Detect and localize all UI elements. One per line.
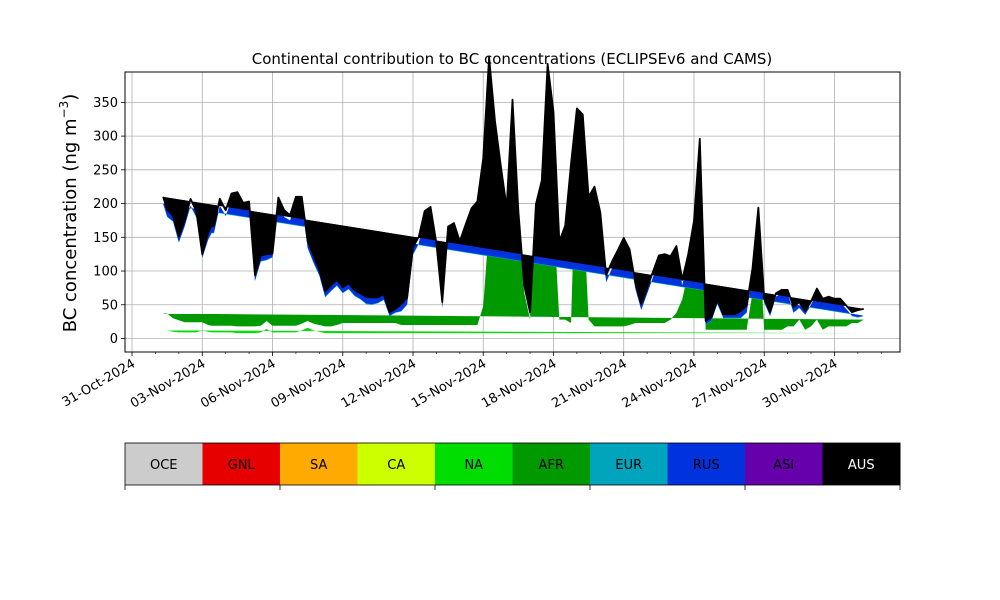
x-tick-label: 31-Oct-2024: [60, 356, 138, 410]
colorbar-swatch-aus: [822, 443, 901, 485]
colorbar-swatch-sa: [280, 443, 358, 485]
y-tick-label: 350: [93, 96, 118, 111]
plot-frame: [124, 71, 901, 353]
colorbar-frame: [124, 442, 901, 486]
x-tick-label: 06-Nov-2024: [198, 356, 278, 411]
colorbar-swatch-rus: [667, 443, 746, 485]
colorbar-label-sa: SA: [310, 458, 327, 473]
colorbar-swatch-gnl: [202, 443, 281, 485]
y-axis-label-close: ): [60, 94, 81, 101]
x-tick-label: 15-Nov-2024: [409, 356, 489, 411]
y-tick-label: 200: [93, 197, 118, 212]
chart-title: Continental contribution to BC concentra…: [252, 50, 773, 68]
colorbar-label-aus: AUS: [848, 458, 875, 473]
y-axis-label: BC concentration (ng m−3): [57, 94, 81, 333]
colorbar-label-afr: AFR: [539, 458, 564, 473]
region-colorbar: OCE GNL SA CA NA AFR EUR RUS ASI AUS: [124, 442, 901, 490]
y-tick-label: 150: [93, 231, 118, 246]
x-tick-label: 12-Nov-2024: [339, 356, 419, 411]
y-tick-label: 100: [93, 265, 118, 280]
x-tick-label: 03-Nov-2024: [128, 356, 208, 411]
colorbar-swatch-na: [435, 443, 513, 485]
x-tick-label: 21-Nov-2024: [549, 356, 629, 411]
colorbar-label-rus: RUS: [693, 458, 720, 473]
colorbar-swatch-oce: [125, 443, 203, 485]
x-tick-label: 27-Nov-2024: [690, 356, 770, 411]
y-axis: 0 50 100 150 200 250 300 350: [93, 96, 125, 347]
colorbar-swatch-asi: [745, 443, 823, 485]
area-series-na: [163, 327, 864, 334]
y-tick-label: 250: [93, 163, 118, 178]
y-axis-label-exponent: −3: [57, 101, 71, 119]
x-tick-label: 18-Nov-2024: [479, 356, 559, 411]
colorbar-label-ca: CA: [387, 458, 405, 473]
x-tick-label: 24-Nov-2024: [620, 356, 700, 411]
colorbar-swatch-afr: [512, 443, 591, 485]
y-axis-label-main: BC concentration (ng m: [60, 118, 81, 332]
y-tick-label: 0: [110, 332, 118, 347]
colorbar-swatch-ca: [357, 443, 436, 485]
colorbar-label-asi: ASI: [773, 458, 794, 473]
x-tick-label: 09-Nov-2024: [268, 356, 348, 411]
colorbar-label-oce: OCE: [150, 458, 178, 473]
x-tick-label: 30-Nov-2024: [760, 356, 840, 411]
y-tick-label: 300: [93, 130, 118, 145]
colorbar-label-eur: EUR: [615, 458, 642, 473]
y-tick-label: 50: [101, 298, 118, 313]
stacked-areas: [163, 57, 864, 334]
total-line: [162, 56, 864, 322]
colorbar-label-na: NA: [464, 458, 483, 473]
colorbar-label-gnl: GNL: [228, 458, 256, 473]
total-concentration-line: [162, 56, 864, 322]
x-axis: 31-Oct-202403-Nov-202406-Nov-202409-Nov-…: [60, 352, 882, 411]
colorbar-swatch-eur: [590, 443, 668, 485]
